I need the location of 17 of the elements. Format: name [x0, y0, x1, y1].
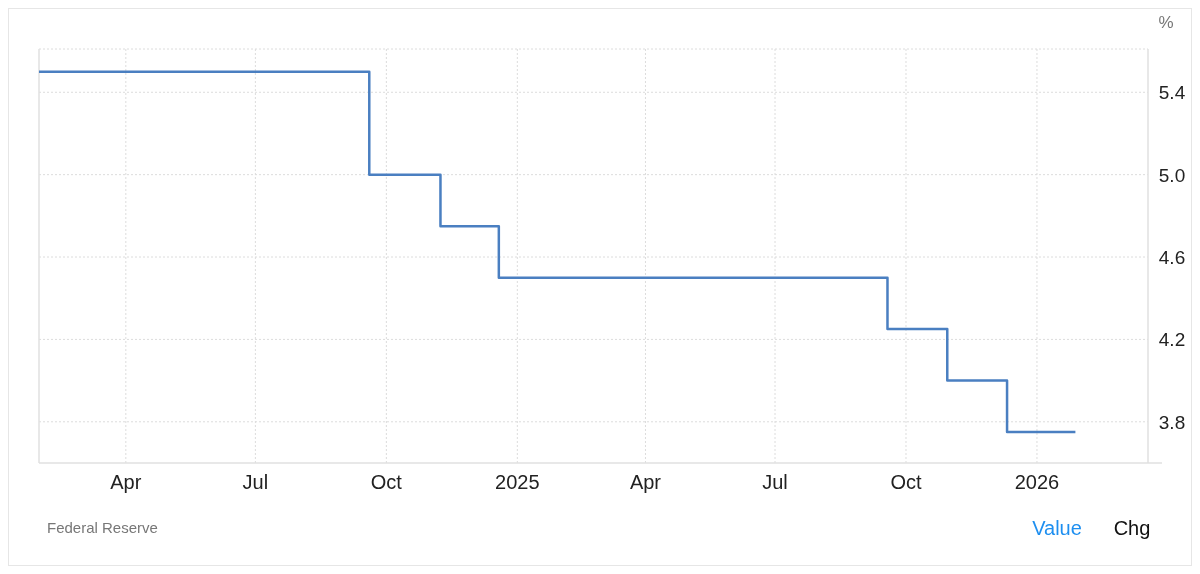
x-tick-label: Apr	[110, 471, 142, 493]
x-tick-label: Jul	[762, 471, 788, 493]
text: Federal Reserve	[47, 519, 158, 536]
y-axis-title: %	[1158, 13, 1174, 32]
text: Value	[1032, 517, 1082, 539]
y-tick-label: 5.4	[1158, 82, 1186, 104]
x-tick-label: 2025	[495, 471, 540, 493]
x-tick-label: Oct	[370, 471, 403, 493]
y-tick-label: 3.8	[1158, 411, 1186, 433]
x-tick-label: Apr	[629, 471, 662, 493]
y-tick-label: 5.0	[1158, 164, 1186, 186]
y-tick-label: 4.6	[1158, 247, 1186, 269]
text: Chg	[1113, 517, 1151, 539]
y-tick-label: 4.2	[1158, 329, 1186, 351]
x-tick-label: Oct	[890, 471, 922, 493]
x-tick-label: Jul	[242, 471, 269, 493]
x-tick-label: 2026	[1014, 471, 1060, 493]
